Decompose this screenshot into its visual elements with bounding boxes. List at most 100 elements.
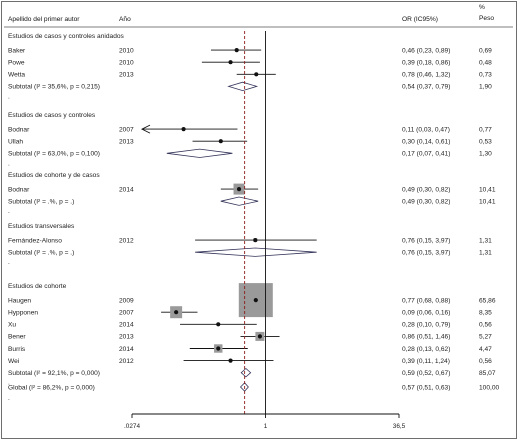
study-year: 2013 xyxy=(119,334,134,341)
ci-arrow xyxy=(140,124,151,134)
study-or-ci: 0,11 (0,03, 0,47) xyxy=(402,126,450,133)
study-author: Hypponen xyxy=(8,310,38,317)
study-year: 2012 xyxy=(119,358,134,365)
subtotal-weight: 1,31 xyxy=(479,250,492,257)
study-author: Ullah xyxy=(8,139,23,146)
subtotal-or-ci: 0,76 (0,15, 3,97) xyxy=(402,250,450,257)
subtotal-label: Subtotal (I² = 92,1%, p = 0,000) xyxy=(8,370,100,377)
subtotal-or-ci: 0,49 (0,30, 0,82) xyxy=(402,199,450,206)
study-or-ci: 0,77 (0,68, 0,88) xyxy=(402,297,450,304)
header-weight: Peso xyxy=(479,15,494,22)
x-tick-label: 36,5 xyxy=(393,423,406,430)
header-or: OR (IC95%) xyxy=(402,16,438,23)
subtotal-or-ci: 0,59 (0,52, 0,67) xyxy=(402,370,450,377)
study-year: 2010 xyxy=(119,60,134,67)
study-year: 2012 xyxy=(119,237,134,244)
study-or-ci: 0,28 (0,10, 0,79) xyxy=(402,322,450,329)
study-weight: 0,53 xyxy=(479,139,492,146)
group-title: Estudios de casos y controles anidados xyxy=(8,33,125,40)
point-estimate xyxy=(218,139,223,144)
overall-or-ci: 0,57 (0,51, 0,63) xyxy=(402,384,450,391)
group-title: Estudios de cohorte y de casos xyxy=(8,172,100,179)
group-title: Estudios de casos y controles xyxy=(8,112,96,119)
overall-label: Global (I² = 86,2%, p = 0,000) xyxy=(8,384,95,391)
study-year: 2014 xyxy=(119,186,134,193)
study-author: Powe xyxy=(8,60,25,67)
subtotal-diamond xyxy=(166,148,233,158)
study-author: Xu xyxy=(8,322,16,329)
group-title: Estudios de cohorte xyxy=(8,283,67,290)
subtotal-or-ci: 0,17 (0,07, 0,41) xyxy=(402,151,450,158)
study-or-ci: 0,30 (0,14, 0,61) xyxy=(402,139,450,146)
study-or-ci: 0,46 (0,23, 0,89) xyxy=(402,47,450,54)
study-author: Haugen xyxy=(8,297,31,304)
subtotal-diamond xyxy=(240,367,252,378)
point-estimate xyxy=(257,334,263,339)
study-year: 2009 xyxy=(119,297,134,304)
subtotal-weight: 1,30 xyxy=(479,151,492,158)
subtotal-diamond xyxy=(220,196,259,206)
point-estimate xyxy=(253,298,258,303)
study-or-ci: 0,78 (0,46, 1,32) xyxy=(402,72,450,79)
separator-dot: . xyxy=(8,395,10,402)
point-estimate xyxy=(216,346,221,351)
study-or-ci: 0,86 (0,51, 1,46) xyxy=(402,334,450,341)
study-year: 2014 xyxy=(119,346,134,353)
study-weight: 10,41 xyxy=(479,186,496,193)
x-tick-label: .0274 xyxy=(124,423,140,430)
study-or-ci: 0,49 (0,30, 0,82) xyxy=(402,186,450,193)
point-estimate xyxy=(216,322,221,327)
subtotal-weight: 1,90 xyxy=(479,84,492,91)
study-or-ci: 0,76 (0,15, 3,97) xyxy=(402,237,450,244)
point-estimate xyxy=(174,310,179,315)
subtotal-label: Subtotal (I² = .%, p = .) xyxy=(8,250,74,257)
separator-dot: . xyxy=(8,208,10,215)
study-year: 2010 xyxy=(119,47,134,54)
subtotal-label: Subtotal (I² = .%, p = .) xyxy=(8,199,74,206)
point-estimate xyxy=(253,238,258,243)
header-year: Año xyxy=(119,16,131,23)
study-weight: 0,56 xyxy=(479,322,492,329)
separator-dot: . xyxy=(8,93,10,100)
point-estimate xyxy=(254,72,259,77)
study-author: Fernández-Alonso xyxy=(8,237,62,244)
point-estimate xyxy=(181,127,186,132)
study-weight: 8,35 xyxy=(479,310,492,317)
subtotal-label: Subtotal (I² = 35,6%, p = 0,215) xyxy=(8,84,100,91)
study-author: Wetta xyxy=(8,72,25,79)
study-or-ci: 0,39 (0,18, 0,86) xyxy=(402,60,450,67)
study-weight: 0,48 xyxy=(479,60,492,67)
study-author: Burris xyxy=(8,346,26,353)
study-weight: 4,47 xyxy=(479,346,492,353)
subtotal-weight: 85,07 xyxy=(479,370,496,377)
overall-weight: 100,00 xyxy=(479,384,500,391)
study-author: Baker xyxy=(8,47,26,54)
study-year: 2014 xyxy=(119,322,134,329)
study-year: 2013 xyxy=(119,139,134,146)
subtotal-label: Subtotal (I² = 63,0%, p = 0,100) xyxy=(8,151,100,158)
study-or-ci: 0,39 (0,11, 1,24) xyxy=(402,358,450,365)
study-year: 2013 xyxy=(119,72,134,79)
study-year: 2007 xyxy=(119,310,134,317)
separator-dot: . xyxy=(8,380,10,387)
study-weight: 1,31 xyxy=(479,237,492,244)
subtotal-or-ci: 0,54 (0,37, 0,79) xyxy=(402,84,450,91)
subtotal-diamond xyxy=(227,81,259,92)
point-estimate xyxy=(228,60,233,65)
header-weight-pct: % xyxy=(479,4,485,11)
study-author: Bener xyxy=(8,334,26,341)
header-author: Apellido del primer autor xyxy=(8,16,80,23)
study-weight: 65,86 xyxy=(479,297,496,304)
point-estimate xyxy=(228,358,233,363)
study-or-ci: 0,09 (0,06, 0,16) xyxy=(402,310,450,317)
study-or-ci: 0,28 (0,13, 0,62) xyxy=(402,346,450,353)
point-estimate xyxy=(234,48,239,53)
study-weight: 0,77 xyxy=(479,126,492,133)
study-weight: 5,27 xyxy=(479,334,492,341)
study-weight: 0,69 xyxy=(479,47,492,54)
study-weight: 0,73 xyxy=(479,72,492,79)
group-title: Estudios transversales xyxy=(8,223,75,230)
study-author: Bodnar xyxy=(8,186,30,193)
x-tick-label: 1 xyxy=(264,423,268,430)
